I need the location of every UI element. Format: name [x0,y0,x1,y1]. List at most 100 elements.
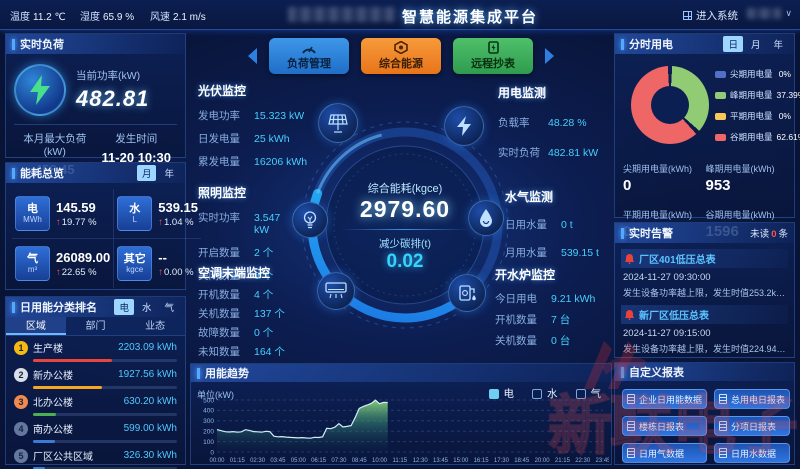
panel-title: 自定义报表 [629,367,684,379]
report-button-water-daily[interactable]: 日用水数据 [714,443,791,463]
watergas-title: 水气监测 [505,190,554,204]
pv-monitoring-section: 光伏监控 发电功率 15.323 kW 日发电量 25 kWh 累发电量 16206 … [198,82,318,168]
report-button-building-daily[interactable]: 楼栋日报表 [622,416,708,436]
alarm-time: 2024-11-27 09:15:00 [623,328,711,339]
carousel-right-arrow-icon[interactable] [545,48,554,64]
toggle-month[interactable]: 月 [136,165,157,181]
legend-electricity[interactable]: 电 [488,386,514,401]
hexagon-energy-icon [394,41,408,54]
load-management-button[interactable]: 负荷管理 [269,38,349,74]
gas-badge: 气 m³ [15,246,50,281]
legend-gas[interactable]: 气 [575,386,601,401]
electricity-value: 145.59 [56,199,96,215]
unread-counter: 未读 0 条 [750,229,788,240]
period-toggle: 月 年 [136,165,179,181]
checkbox-icon [532,388,542,399]
water-value: 539.15 [158,199,198,215]
ranking-tabs: 区域 部门 业态 [6,317,185,336]
report-button-subitem-daily[interactable]: 分项日报表 [714,416,791,436]
svg-text:01:15: 01:15 [230,458,246,464]
other-badge: 其它 kgce [117,246,153,281]
svg-text:400: 400 [203,408,214,415]
rank-row: 3 北办公楼 630.20 kWh [6,390,185,416]
report-button-gas-daily[interactable]: 日用气数据 [622,443,708,463]
ring-center-readout: 综合能耗(kgce) 2979.60 减少碳排(t) 0.02 [323,180,487,273]
toggle-gas[interactable]: 气 [164,303,174,314]
carbon-label: 减少碳排(t) [379,238,431,250]
svg-text:13:45: 13:45 [433,458,449,464]
document-icon [627,394,635,404]
user-menu[interactable]: ∨ [747,8,792,19]
lighting-monitoring-section: 照明监控 实时功率 3.547 kW 开启数量 2 个 关闭数量 6 个 [198,184,296,282]
report-button-enterprise-daily[interactable]: 企业日用能数据 [622,389,708,409]
panel-title: 日用能分类排名 [20,302,97,314]
toggle-day[interactable]: 日 [723,36,743,52]
divider [341,229,469,230]
trend-area-chart: 0 100 200 300 400 500 00:00 01:15 02:30 03:45 05:0… [203,397,609,464]
rank-badge: 2 [14,367,28,382]
boiler-monitoring-section: 开水炉监控 今日用电 9.21 kWh 开机数量 7 台 关机数量 0 台 [495,266,607,347]
lightning-circle-icon [14,64,66,116]
alarm-item[interactable]: 厂区401低压总表 2024-11-27 09:30:00 发生设备功率越上限，… [621,249,788,299]
svg-text:100: 100 [203,439,214,446]
realtime-load-panel: 实时负荷 当前功率(kW) 482.81 本月最大负荷(kW)458.45 发生… [5,33,186,177]
accent-bar-icon [197,367,200,379]
unread-count: 0 [771,229,777,240]
alarm-item[interactable]: 新厂区低压总表 2024-11-27 09:15:00 发生设备功率越上限，发生… [621,305,788,355]
rank-row: 4 南办公楼 599.00 kWh [6,417,185,443]
tou-donut-chart [631,66,709,144]
svg-text:02:30: 02:30 [250,458,266,464]
wind-label: 风速 [150,12,170,23]
tou-period-toggle: 日 月 年 [723,36,788,52]
document-icon [627,448,635,458]
document-icon [719,394,728,404]
tab-region[interactable]: 区域 [6,317,66,335]
electricity-tile: 电 MWh 145.59 ↑19.77 % [12,189,115,239]
ac-monitoring-section: 空调末端监控 开机数量 4 个 关机数量 137 个 故障数量 0 个 未知数量 164… [198,264,318,358]
panel-title: 实时负荷 [20,39,64,51]
svg-text:20:00: 20:00 [535,458,551,464]
gauge-icon [302,46,316,54]
remote-meter-reading-button[interactable]: 远程抄表 [453,38,533,74]
grid-icon [683,11,692,20]
legend-water[interactable]: 水 [532,386,558,401]
watergas-monitoring-section: 水气监测 日用水量 0 t 月用水量 539.15 t [505,188,607,259]
energy-trend-panel: 用能趋势 单位(kW) 电 水 气 0 100 200 300 400 500 00:00 0… [190,363,612,465]
panel-title: 实时告警 [629,228,673,240]
svg-text:11:15: 11:15 [393,458,408,464]
tab-business[interactable]: 业态 [145,321,166,332]
carousel-left-arrow-icon[interactable] [248,48,257,64]
svg-text:00:00: 00:00 [209,458,225,464]
up-arrow-icon: ↑ [158,266,163,278]
toggle-year[interactable]: 年 [773,40,783,51]
svg-text:15:00: 15:00 [453,458,469,464]
toggle-month[interactable]: 月 [750,40,761,51]
lighting-title: 照明监控 [198,186,247,200]
lightning-icon [444,106,484,146]
accent-bar-icon [621,227,624,239]
report-button-total-power-daily[interactable]: 总用电日报表 [714,389,791,409]
toggle-electricity[interactable]: 电 [114,299,134,315]
trend-unit-label: 单位(kW) [197,390,234,400]
checkbox-icon [488,388,499,399]
kgce-label: 综合能耗(kgce) [367,183,443,195]
integrated-energy-button[interactable]: 综合能源 [361,38,441,74]
toggle-water[interactable]: 水 [141,303,152,314]
avatar [747,8,782,19]
accent-bar-icon [621,38,624,50]
enter-system-link[interactable]: 进入系统 [683,8,738,23]
svg-text:22:30: 22:30 [575,458,591,464]
toggle-year[interactable]: 年 [164,169,174,180]
svg-text:06:15: 06:15 [311,458,327,464]
svg-text:08:45: 08:45 [352,458,368,464]
temperature-value: 11.2 ℃ [33,12,66,23]
tab-department[interactable]: 部门 [85,321,106,332]
svg-text:500: 500 [203,397,214,404]
module-carousel: 负荷管理 综合能源 远程抄表 [190,33,612,79]
accent-bar-icon [12,38,15,50]
realtime-alarm-panel: 实时告警 未读 0 条 厂区401低压总表 2024-11-27 09:30:00 … [614,222,795,358]
power-title: 用电监测 [498,86,547,100]
ac-title: 空调末端监控 [198,266,271,280]
legend-swatch-valley [715,133,726,141]
